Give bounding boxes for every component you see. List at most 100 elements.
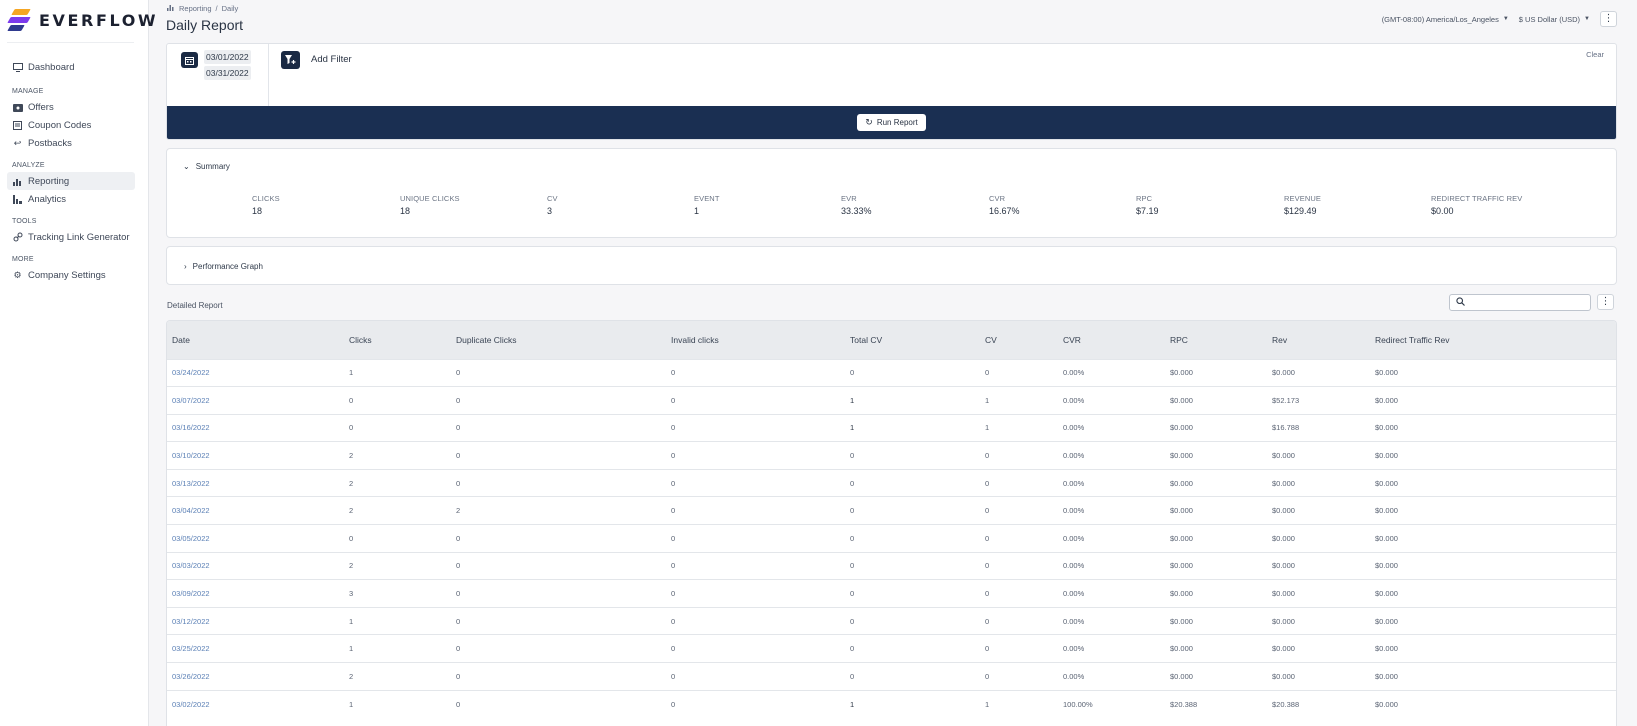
clear-button[interactable]: Clear (1586, 50, 1604, 59)
table-row: 03/10/2022 2 0 0 0 0 0.00% $0.000 $0.000 $0.000 (167, 441, 1616, 470)
column-header[interactable]: CVR (1063, 334, 1081, 345)
date-link[interactable]: 03/26/2022 (172, 671, 210, 681)
sidebar-item-analytics[interactable]: Analytics (0, 190, 149, 208)
table-cell: 0 (985, 533, 990, 543)
table-row: 03/02/2022 1 0 0 1 1 100.00% $20.388 $20.388 $0.0… (167, 690, 1616, 718)
sidebar-nav: Dashboard MANAGE Offers Coupon Codes ↩ P… (0, 58, 149, 284)
metric-value: $0.00 (1431, 206, 1454, 216)
metric-value: $7.19 (1136, 206, 1159, 216)
date-link[interactable]: 03/13/2022 (172, 478, 210, 488)
date-range-picker[interactable]: 03/01/2022 03/31/2022 (167, 44, 269, 108)
sidebar-item-tracking-link-generator[interactable]: Tracking Link Generator (0, 228, 149, 246)
column-header[interactable]: Date (172, 334, 190, 345)
table-cell: 0 (850, 533, 855, 543)
date-link[interactable]: 03/05/2022 (172, 533, 210, 543)
date-end[interactable]: 03/31/2022 (204, 66, 251, 80)
table-cell: $0.000 (1170, 671, 1193, 681)
brand-name: EVERFLOW (39, 11, 159, 30)
table-cell: 0 (671, 368, 676, 378)
sidebar-item-company-settings[interactable]: ⚙ Company Settings (0, 266, 149, 284)
chevron-down-icon: ⌄ (183, 162, 190, 171)
sidebar-item-dashboard[interactable]: Dashboard (0, 58, 149, 76)
column-header[interactable]: Invalid clicks (671, 334, 719, 345)
timezone-value: (GMT-08:00) America/Los_Angeles (1381, 14, 1499, 24)
metric-clicks: CLICKS 18 (252, 194, 280, 216)
date-link[interactable]: 03/09/2022 (172, 589, 210, 599)
table-cell: 0 (850, 644, 855, 654)
table-cell: $0.000 (1375, 589, 1398, 599)
currency-select[interactable]: $ US Dollar (USD) ▼ (1519, 15, 1590, 24)
table-cell: 0.00% (1063, 395, 1085, 405)
sidebar-item-postbacks[interactable]: ↩ Postbacks (0, 134, 149, 152)
table-options-button[interactable]: ⋮ (1597, 294, 1614, 310)
column-header[interactable]: Duplicate Clicks (456, 334, 517, 345)
table-row: 03/03/2022 2 0 0 0 0 0.00% $0.000 $0.000 $0.000 (167, 552, 1616, 580)
table-row: 03/09/2022 3 0 0 0 0 0.00% $0.000 $0.000 $0.000 (167, 579, 1616, 608)
table-cell: 1 (985, 395, 990, 405)
table-cell: 0 (671, 671, 676, 681)
sidebar-item-label: Tracking Link Generator (28, 231, 130, 243)
table-body: 03/24/2022 1 0 0 0 0 0.00% $0.000 $0.000 $0.000 03… (167, 359, 1616, 718)
timezone-select[interactable]: (GMT-08:00) America/Los_Angeles ▼ (1382, 15, 1509, 24)
everflow-logo[interactable]: EVERFLOW (7, 8, 158, 33)
calendar-icon[interactable] (181, 52, 198, 68)
metric-label: CV (547, 194, 558, 203)
chart-icon (167, 4, 175, 13)
breadcrumb: Reporting / Daily (167, 4, 238, 13)
sidebar-item-coupon-codes[interactable]: Coupon Codes (0, 116, 149, 134)
table-cell: $0.000 (1375, 506, 1398, 516)
column-header[interactable]: RPC (1170, 334, 1188, 345)
summary-toggle[interactable]: ⌄ Summary (183, 162, 230, 171)
more-options-button[interactable]: ⋮ (1600, 11, 1617, 27)
sidebar-item-offers[interactable]: Offers (0, 98, 149, 116)
search-input[interactable] (1449, 294, 1591, 311)
performance-graph-panel: › Performance Graph (166, 246, 1617, 285)
performance-graph-toggle[interactable]: › Performance Graph (184, 262, 263, 271)
metric-label: UNIQUE CLICKS (400, 194, 460, 203)
date-link[interactable]: 03/02/2022 (172, 699, 210, 709)
offers-icon (12, 102, 23, 113)
table-cell: 2 (349, 451, 354, 461)
date-link[interactable]: 03/24/2022 (172, 368, 210, 378)
date-link[interactable]: 03/04/2022 (172, 506, 210, 516)
table-cell: 0 (456, 533, 461, 543)
column-header[interactable]: Redirect Traffic Rev (1375, 334, 1450, 345)
table-cell: 0 (349, 533, 354, 543)
table-cell: 1 (349, 368, 354, 378)
date-link[interactable]: 03/25/2022 (172, 644, 210, 654)
table-cell: $20.388 (1272, 699, 1300, 709)
sidebar-item-label: Company Settings (28, 269, 106, 281)
table-cell: 0 (850, 589, 855, 599)
column-header[interactable]: Clicks (349, 334, 372, 345)
date-link[interactable]: 03/10/2022 (172, 451, 210, 461)
table-cell: 1 (985, 699, 990, 709)
summary-panel: ⌄ Summary CLICKS 18 UNIQUE CLICKS 18 CV … (166, 148, 1617, 238)
add-filter-icon[interactable] (281, 51, 300, 69)
run-report-label: Run Report (876, 118, 918, 127)
table-cell: 0 (985, 561, 990, 571)
metric-label: CLICKS (252, 194, 280, 203)
detailed-report-table: Date Clicks Duplicate Clicks Invalid clicks… (166, 320, 1617, 726)
add-filter-button[interactable]: Add Filter (311, 54, 352, 65)
run-report-button[interactable]: ↻ Run Report (857, 114, 926, 131)
date-link[interactable]: 03/03/2022 (172, 561, 210, 571)
column-header[interactable]: CV (985, 334, 997, 345)
column-header[interactable]: Rev (1272, 334, 1288, 345)
table-row: 03/26/2022 2 0 0 0 0 0.00% $0.000 $0.000 $0.000 (167, 662, 1616, 691)
currency-value: $ US Dollar (USD) (1518, 14, 1581, 24)
table-cell: 2 (349, 478, 354, 488)
table-cell: $0.000 (1272, 671, 1295, 681)
metric-value: 18 (400, 206, 411, 216)
column-header[interactable]: Total CV (850, 334, 883, 345)
table-cell: 0 (985, 506, 990, 516)
metric-redirect-traffic-rev: REDIRECT TRAFFIC REV $0.00 (1431, 194, 1522, 216)
date-start[interactable]: 03/01/2022 (204, 50, 251, 64)
sidebar-item-reporting[interactable]: Reporting (7, 172, 135, 190)
date-link[interactable]: 03/07/2022 (172, 395, 210, 405)
table-cell: 0.00% (1063, 589, 1085, 599)
performance-graph-title: Performance Graph (192, 262, 263, 271)
metric-rpc: RPC $7.19 (1136, 194, 1159, 216)
date-link[interactable]: 03/16/2022 (172, 423, 210, 433)
date-link[interactable]: 03/12/2022 (172, 616, 210, 626)
breadcrumb-parent[interactable]: Reporting (179, 4, 212, 13)
